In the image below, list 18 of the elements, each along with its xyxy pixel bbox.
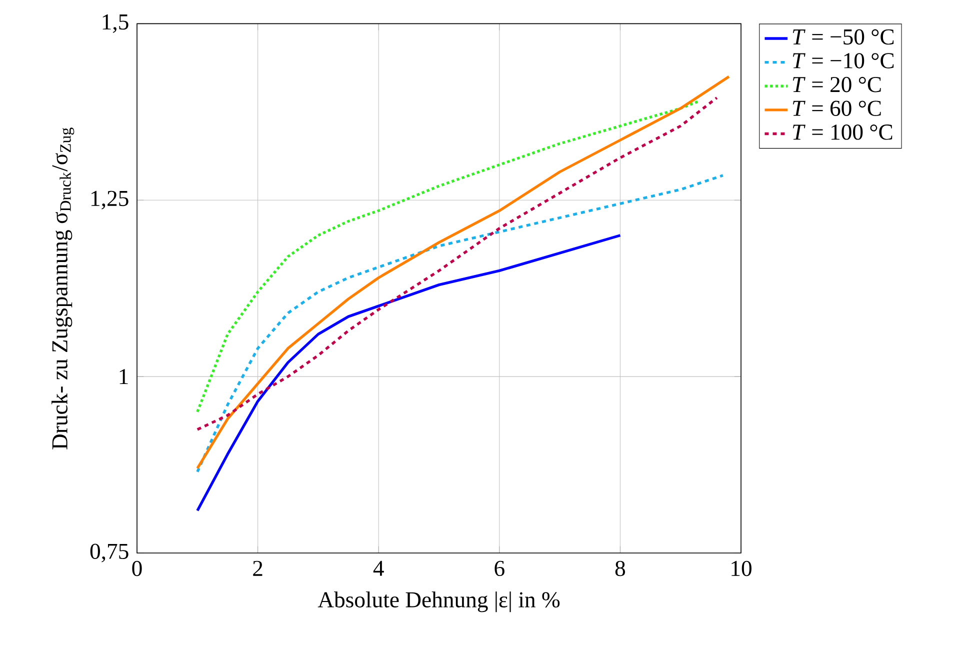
x-tick-label: 4 (373, 560, 384, 576)
legend-label: T = −50 °C (792, 29, 894, 45)
y-tick-label: 1,5 (102, 14, 128, 33)
y-tick-label: 0,75 (90, 544, 128, 562)
legend-label: T = −10 °C (792, 53, 894, 68)
legend-label: T = 60 °C (792, 100, 881, 116)
x-tick-label: 8 (615, 560, 626, 576)
legend-label: T = 20 °C (792, 76, 881, 92)
y-axis-title: Druck- zu Zugspannung σ$_{Druck}$/σ$_{Zug}$ (52, 128, 74, 450)
line-series (196, 75, 730, 470)
legend-label: T = 100 °C (792, 124, 892, 140)
y-tick-label: 1 (120, 369, 128, 384)
x-tick-label: 10 (732, 560, 752, 576)
x-tick-label: 2 (253, 560, 262, 576)
x-tick-label: 0 (132, 560, 142, 576)
y-tick-label: 1,25 (92, 190, 128, 210)
x-axis-title: Absolute Dehnung |ε| in % (318, 591, 560, 612)
x-tick-label: 6 (494, 560, 504, 576)
